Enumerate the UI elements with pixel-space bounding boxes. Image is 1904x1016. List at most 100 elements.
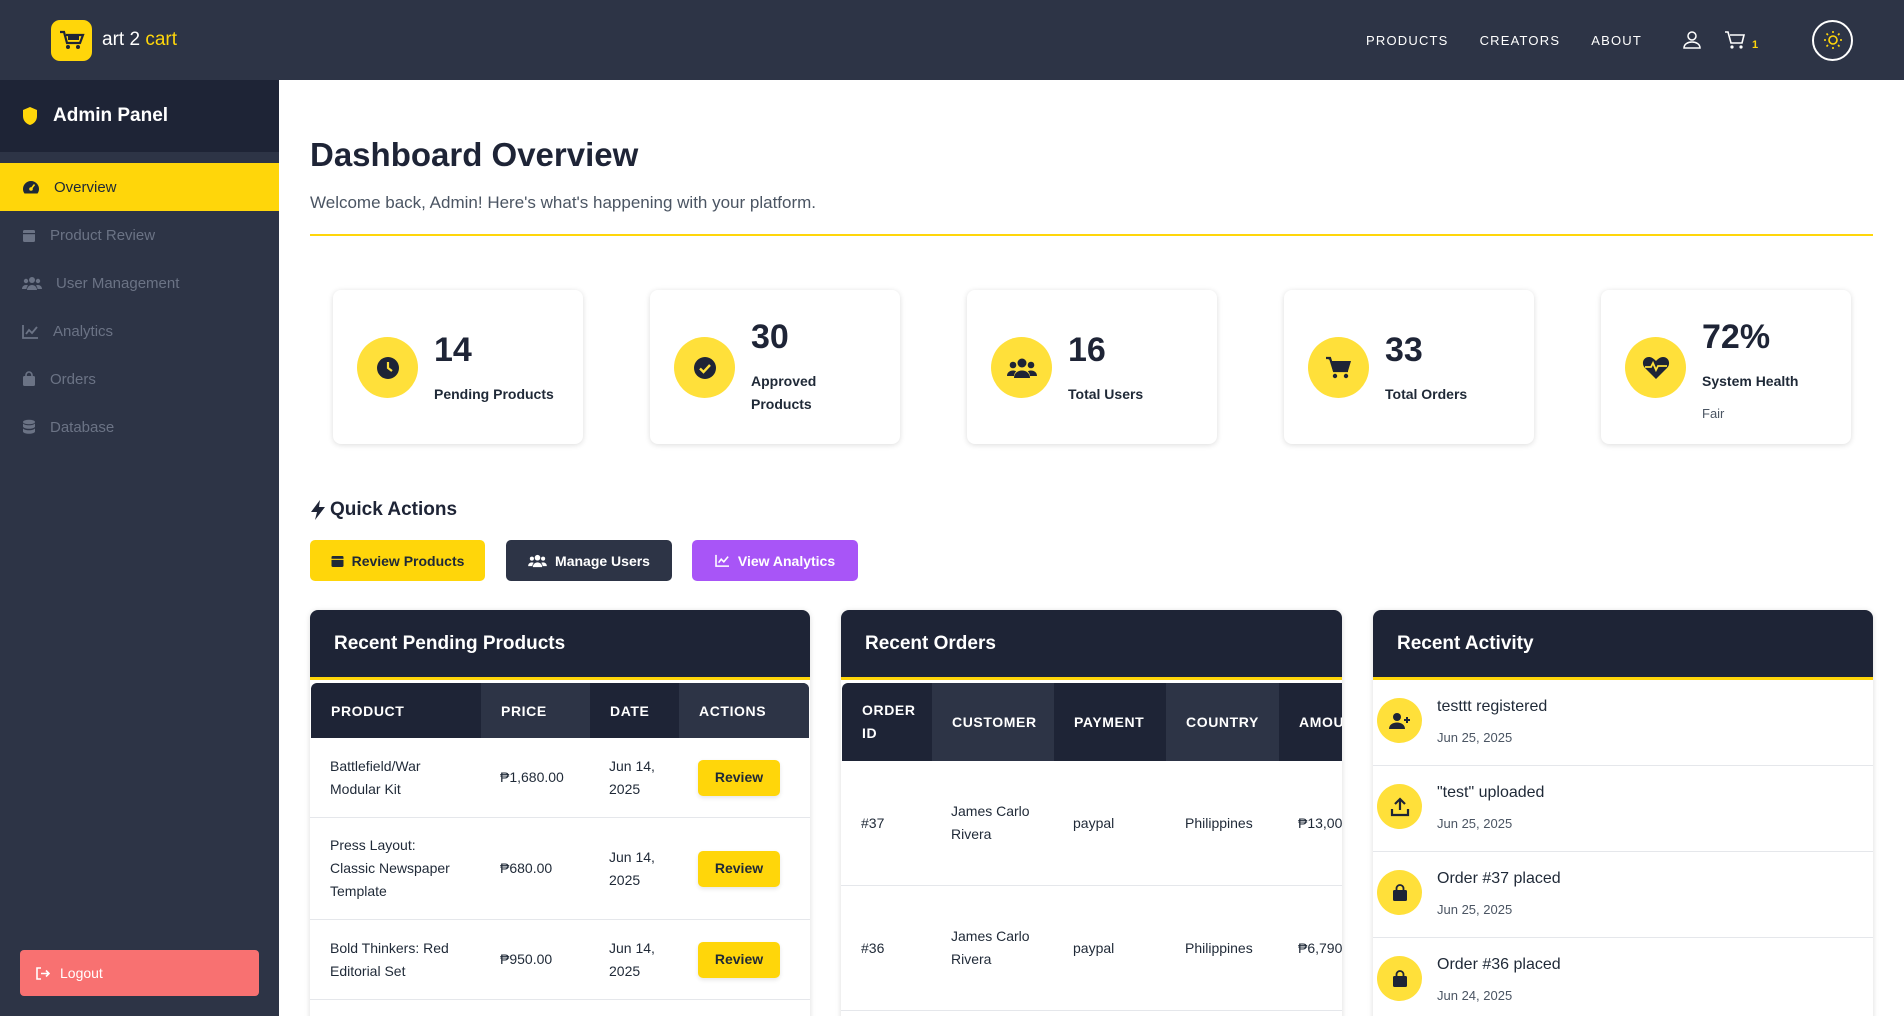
- stat-sub-label: Fair: [1702, 406, 1725, 421]
- recent-activity-panel: Recent Activity testtt registered Jun 25…: [1373, 610, 1873, 1016]
- product-name-line: Bold Thinkers: Red: [330, 939, 449, 956]
- nav-products[interactable]: PRODUCTS: [1366, 32, 1449, 48]
- logout-label: Logout: [60, 965, 103, 981]
- cart-icon[interactable]: 1: [1724, 30, 1762, 51]
- stat-label: Total Users: [1068, 386, 1144, 402]
- review-button[interactable]: Review: [698, 850, 780, 887]
- stat-label: Pending Products: [434, 386, 554, 402]
- sun-icon: [1823, 31, 1842, 49]
- sidebar-item-product-review[interactable]: Product Review: [0, 211, 279, 259]
- table-header: PRODUCT PRICE DATE ACTIONS: [311, 683, 809, 738]
- users-icon: [528, 554, 547, 567]
- activity-item: "test" uploaded Jun 25, 2025: [1373, 766, 1873, 852]
- activity-date: Jun 24, 2025: [1437, 988, 1513, 1003]
- top-navbar: art 2 cart PRODUCTS CREATORS ABOUT 1: [0, 0, 1904, 80]
- sidebar-item-label: User Management: [56, 274, 180, 292]
- col-price: PRICE: [481, 683, 590, 738]
- check-circle-icon: [674, 337, 735, 398]
- sign-out-icon: [36, 966, 50, 980]
- bolt-icon: [311, 500, 325, 520]
- col-amount: AMOU: [1299, 714, 1342, 730]
- sidebar-header: Admin Panel: [0, 80, 279, 152]
- customer-line: Rivera: [951, 951, 992, 967]
- manage-users-button[interactable]: Manage Users: [506, 540, 672, 581]
- sidebar-item-overview[interactable]: Overview: [0, 163, 279, 211]
- review-products-button[interactable]: Review Products: [310, 540, 485, 581]
- logout-button[interactable]: Logout: [20, 950, 259, 996]
- review-button[interactable]: Review: [698, 941, 780, 978]
- activity-item: Order #37 placed Jun 25, 2025: [1373, 852, 1873, 938]
- upload-icon: [1377, 784, 1422, 829]
- stat-label: Total Orders: [1385, 386, 1468, 402]
- customer-line: Rivera: [951, 826, 992, 842]
- activity-title: "test" uploaded: [1437, 784, 1545, 801]
- col-actions: ACTIONS: [679, 683, 809, 738]
- activity-date: Jun 25, 2025: [1437, 902, 1513, 917]
- page-subtitle: Welcome back, Admin! Here's what's happe…: [310, 193, 817, 212]
- product-name-line: Classic Newspaper: [330, 860, 450, 876]
- shopping-bag-icon: [1377, 956, 1422, 1001]
- product-name-line: Template: [330, 883, 387, 899]
- stat-value: 33: [1385, 331, 1423, 369]
- sidebar-item-label: Orders: [50, 370, 96, 388]
- sidebar-item-label: Overview: [54, 178, 117, 196]
- theme-toggle-button[interactable]: [1812, 19, 1853, 61]
- order-id-cell: #37: [861, 814, 885, 831]
- stat-value: 16: [1068, 331, 1106, 369]
- product-name-line: Editorial Set: [330, 962, 406, 979]
- product-name-line: Modular Kit: [330, 780, 401, 797]
- col-date: DATE: [610, 702, 650, 719]
- activity-title: Order #37 placed: [1437, 870, 1561, 887]
- user-icon[interactable]: [1682, 30, 1702, 50]
- country-cell: Philippines: [1185, 939, 1253, 956]
- shopping-bag-icon: [1377, 870, 1422, 915]
- col-country: COUNTRY: [1166, 683, 1279, 761]
- table-row: Battlefield/War Modular Kit ₱1,680.00 Ju…: [310, 738, 810, 818]
- activity-date: Jun 25, 2025: [1437, 816, 1513, 831]
- user-plus-icon: [1377, 698, 1422, 743]
- order-id-cell: #36: [861, 939, 885, 956]
- date-line: Jun 14,: [609, 939, 655, 956]
- activity-item: Order #36 placed Jun 24, 2025: [1373, 938, 1873, 1016]
- sidebar-item-label: Analytics: [53, 322, 114, 340]
- heart-pulse-icon: [1625, 337, 1686, 398]
- stat-card-approved-products: 30 Approved Products: [650, 290, 900, 444]
- table-row: #37 James Carlo Rivera paypal Philippine…: [841, 761, 1342, 886]
- shield-icon: [23, 107, 37, 125]
- sidebar-item-label: Database: [50, 418, 115, 436]
- dashboard-main: Dashboard Overview Welcome back, Admin! …: [279, 80, 1904, 1016]
- cart-count-badge: 1: [1752, 39, 1759, 51]
- amount-cell: ₱6,790: [1298, 939, 1342, 956]
- col-order-id-line: ORDER: [862, 702, 916, 718]
- recent-pending-products-panel: Recent Pending Products PRODUCT PRICE DA…: [310, 610, 810, 1016]
- nav-creators[interactable]: CREATORS: [1479, 32, 1561, 48]
- title-divider: [310, 234, 1873, 236]
- activity-item: testtt registered Jun 25, 2025: [1373, 680, 1873, 766]
- date-line: Jun 14,: [609, 757, 655, 774]
- recent-orders-panel: Recent Orders ORDER ID CUSTOMER PAYMENT …: [841, 610, 1342, 1016]
- sidebar-item-orders[interactable]: Orders: [0, 355, 279, 403]
- box-icon: [23, 229, 35, 242]
- activity-title: Order #36 placed: [1437, 956, 1561, 973]
- activity-title: testtt registered: [1437, 698, 1548, 715]
- panel-title: Recent Pending Products: [310, 610, 810, 680]
- table-row: Press Layout: Classic Newspaper Template…: [310, 818, 810, 920]
- table-header: ORDER ID CUSTOMER PAYMENT COUNTRY AMOU: [842, 683, 1342, 761]
- clock-icon: [357, 337, 418, 398]
- review-button[interactable]: Review: [698, 759, 780, 796]
- panel-title: Recent Orders: [841, 610, 1342, 680]
- view-analytics-button[interactable]: View Analytics: [692, 540, 858, 581]
- col-order-id-line: ID: [862, 725, 878, 741]
- sidebar-item-analytics[interactable]: Analytics: [0, 307, 279, 355]
- sidebar-item-database[interactable]: Database: [0, 403, 279, 451]
- page-title: Dashboard Overview: [310, 136, 639, 173]
- sidebar-item-label: Product Review: [50, 226, 156, 244]
- table-row: Bold Thinkers: Red Editorial Set ₱950.00…: [310, 920, 810, 1000]
- nav-about[interactable]: ABOUT: [1591, 32, 1642, 48]
- users-icon: [991, 337, 1052, 398]
- brand-logo[interactable]: art 2 cart: [51, 19, 177, 61]
- date-line: Jun 14,: [609, 848, 655, 865]
- price-cell: ₱1,680.00: [500, 769, 564, 785]
- amount-cell: ₱13,00: [1298, 814, 1342, 831]
- sidebar-item-user-management[interactable]: User Management: [0, 259, 279, 307]
